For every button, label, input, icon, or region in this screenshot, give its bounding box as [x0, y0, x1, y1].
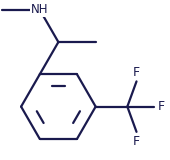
Text: F: F — [133, 135, 140, 148]
Text: NH: NH — [31, 3, 48, 16]
Text: F: F — [158, 100, 165, 113]
Text: F: F — [133, 66, 140, 79]
